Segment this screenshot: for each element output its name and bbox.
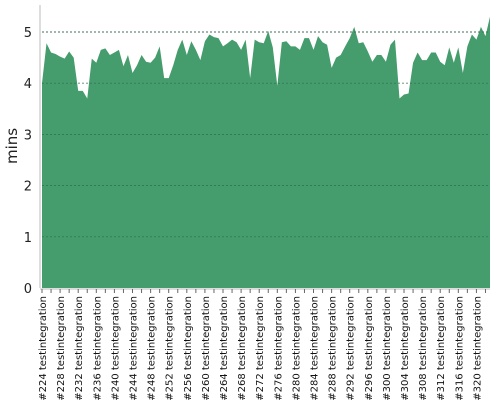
x-tick-label: #260 testintegration: [201, 296, 212, 400]
x-tick-labels: #224 testintegration #228 testintegration…: [38, 289, 486, 400]
x-tick-label: #240 testintegration: [110, 296, 121, 400]
x-tick-label: #248 testintegration: [147, 296, 158, 400]
x-tick-label: #308 testintegration: [418, 296, 429, 400]
area-series: [42, 16, 490, 288]
x-tick-label: #228 testintegration: [56, 296, 67, 400]
x-tick-label: #276 testintegration: [273, 296, 284, 400]
x-tick-label: #284 testintegration: [310, 296, 321, 400]
y-tick-label: 5: [24, 26, 32, 41]
y-tick-label: 3: [24, 128, 32, 143]
axes: [39, 5, 490, 290]
y-tick-label: 0: [24, 282, 32, 297]
x-tick-label: #288 testintegration: [328, 296, 339, 400]
x-tick-label: #312 testintegration: [436, 296, 447, 400]
x-tick-label: #292 testintegration: [346, 296, 357, 400]
x-tick-label: #232 testintegration: [74, 296, 85, 400]
x-tick-label: #300 testintegration: [382, 296, 393, 400]
x-tick-label: #304 testintegration: [400, 296, 411, 400]
y-axis-label: mins: [3, 128, 21, 164]
x-tick-label: #272 testintegration: [255, 296, 266, 400]
x-tick-label: #320 testintegration: [472, 296, 483, 400]
x-tick-label: #252 testintegration: [165, 296, 176, 400]
x-tick-label: #280 testintegration: [291, 296, 302, 400]
y-tick-label: 4: [24, 77, 32, 92]
x-tick-label: #256 testintegration: [183, 296, 194, 400]
x-tick-label: #316 testintegration: [454, 296, 465, 400]
x-tick-label: #268 testintegration: [237, 296, 248, 400]
x-tick-label: #244 testintegration: [129, 296, 140, 400]
y-tick-label: 2: [24, 180, 32, 195]
x-tick-label: #296 testintegration: [364, 296, 375, 400]
x-tick-label: #264 testintegration: [219, 296, 230, 400]
x-tick-label: #224 testintegration: [38, 296, 49, 400]
x-tick-label: #236 testintegration: [92, 296, 103, 400]
y-tick-label: 1: [24, 231, 32, 246]
y-tick-labels: 0 1 2 3 4 5: [24, 26, 32, 297]
